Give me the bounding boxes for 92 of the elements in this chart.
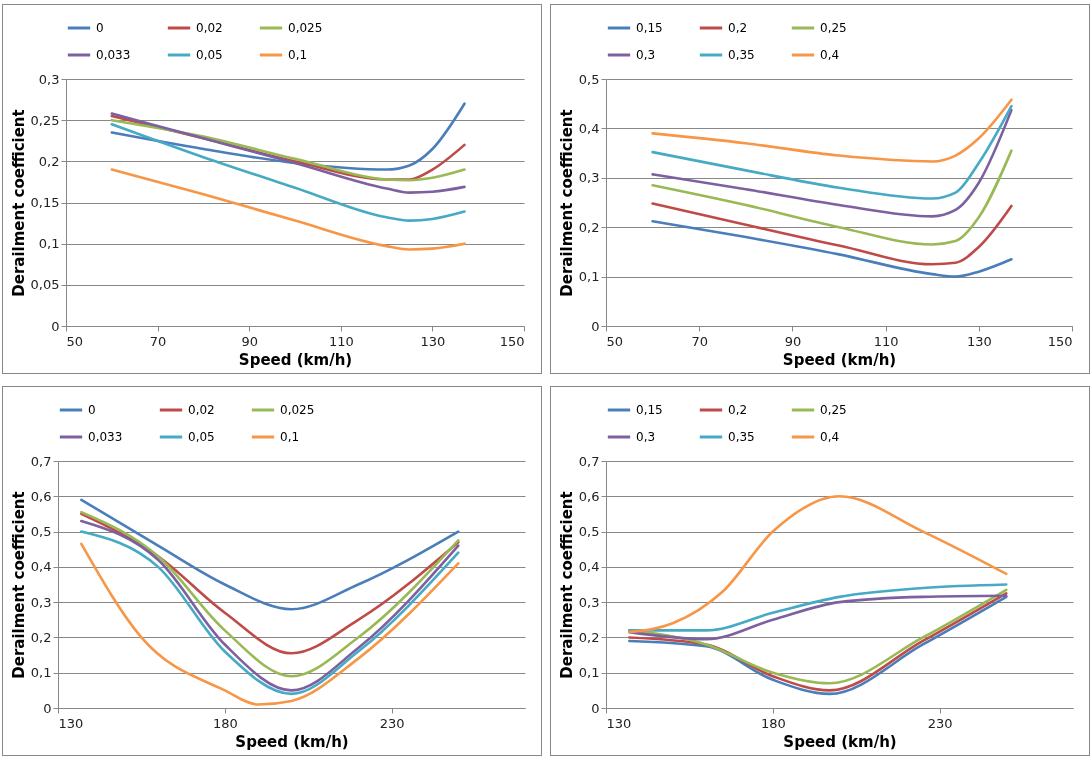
y-tick-label: 0 [51,318,60,334]
y-tick-label: 0,7 [578,453,600,469]
line-series [628,494,1008,634]
legend-label: 0,02 [188,403,215,417]
line-series [651,104,1013,200]
x-axis-title: Speed (km/h) [782,350,897,369]
legend-label: 0,35 [728,430,755,444]
y-tick-label: 0,05 [30,277,60,293]
x-tick-label: 110 [328,333,354,349]
x-tick-label: 90 [784,333,802,349]
y-tick-label: 0,2 [38,153,60,169]
line-series [628,594,1008,641]
y-tick-label: 0,2 [30,629,52,645]
y-tick-label: 0,5 [30,524,52,540]
y-tick-label: 0,1 [30,665,52,681]
line-series [651,219,1013,278]
x-tick-label: 70 [691,333,708,349]
y-tick-label: 0 [591,700,600,716]
x-tick-label: 150 [1047,333,1073,349]
y-tick-label: 0 [591,318,600,334]
legend-label: 0,02 [196,21,223,35]
line-series [651,149,1013,246]
legend-label: 0,2 [728,21,748,35]
x-tick-label: 50 [66,333,84,349]
x-tick-label: 110 [873,333,899,349]
x-axis-title: Speed (km/h) [783,732,897,751]
y-tick-label: 0 [43,700,52,716]
x-tick-label: 230 [927,715,953,731]
legend-label: 0,05 [188,430,215,444]
y-tick-label: 0,15 [30,195,60,210]
y-tick-label: 0,5 [578,524,600,540]
y-tick-label: 0,1 [38,236,60,252]
x-tick-label: 50 [606,333,624,349]
line-series [651,108,1013,218]
y-tick-label: 0,25 [30,112,60,128]
y-tick-label: 0,3 [38,71,60,87]
y-tick-label: 0,1 [578,269,600,285]
y-tick-label: 0,3 [30,594,52,610]
x-tick-label: 130 [420,333,446,349]
line-series [110,112,466,194]
y-tick-label: 0,3 [578,594,600,610]
y-tick-label: 0,6 [578,488,600,504]
legend-label: 0,4 [820,430,840,444]
line-series [628,583,1008,632]
y-tick-label: 0,6 [30,488,52,504]
y-tick-label: 0,2 [578,219,600,235]
x-tick-label: 180 [760,715,786,731]
y-tick-label: 0,1 [578,665,600,681]
legend-label: 0,35 [728,48,755,62]
x-tick-label: 150 [499,333,525,349]
x-tick-label: 130 [606,715,632,731]
legend-label: 0,025 [280,403,315,417]
x-tick-label: 180 [212,715,238,731]
x-tick-label: 230 [379,715,405,731]
y-tick-label: 0,4 [578,120,600,136]
legend-label: 0,033 [96,48,131,62]
legend-label: 0,033 [88,430,123,444]
y-tick-label: 0,3 [578,170,600,186]
legend-label: 0,15 [636,403,663,417]
y-axis-title: Derailment coefficient [9,109,28,297]
y-axis-title: Derailment coefficient [9,491,28,679]
x-tick-label: 90 [241,333,258,349]
y-axis-title: Derailment coefficient [557,491,576,679]
line-series [110,168,466,251]
y-axis-title: Derailment coefficient [557,109,576,297]
x-tick-label: 130 [966,333,992,349]
line-series [80,498,460,611]
line-series [651,202,1013,266]
legend-label: 0,2 [728,403,748,417]
x-axis-title: Speed (km/h) [238,350,353,369]
legend-label: 0,3 [636,430,656,444]
x-tick-label: 130 [58,715,84,731]
y-tick-label: 0,5 [578,71,600,87]
legend-label: 0,1 [280,430,300,444]
y-tick-label: 0,7 [30,453,52,469]
legend-label: 0 [96,21,104,35]
legend-label: 0,025 [288,21,323,35]
legend-label: 0 [88,403,96,417]
line-series [651,98,1013,163]
legend-label: 0,25 [820,21,847,35]
y-tick-label: 0,2 [578,629,600,645]
legend-label: 0,15 [636,21,663,35]
legend-label: 0,1 [288,48,308,62]
legend-label: 0,4 [820,48,840,62]
y-tick-label: 0,4 [578,559,600,575]
line-series [110,122,466,222]
legend-label: 0,25 [820,403,847,417]
x-tick-label: 70 [149,333,167,349]
y-tick-label: 0,4 [30,559,52,575]
legend-label: 0,05 [196,48,223,62]
x-axis-title: Speed (km/h) [235,732,349,751]
legend-label: 0,3 [636,48,656,62]
